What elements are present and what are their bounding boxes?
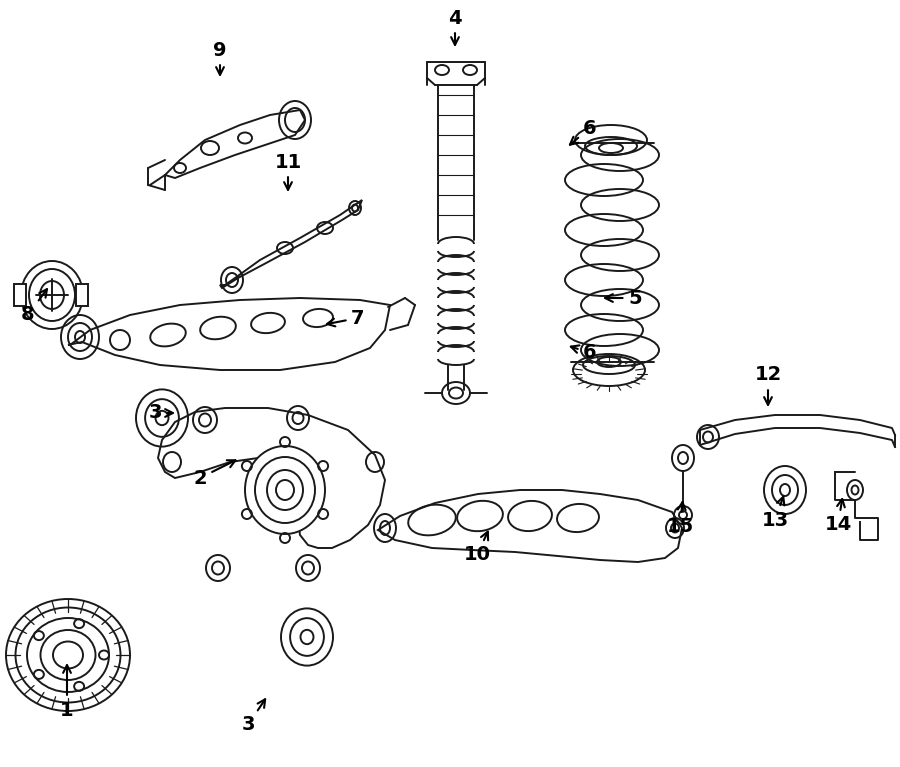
Text: 3: 3 [148,403,173,423]
Bar [14,284,26,306]
Text: 3: 3 [241,700,266,735]
Text: 6: 6 [571,344,597,363]
Text: 6: 6 [570,118,597,145]
Text: 14: 14 [824,499,851,535]
Polygon shape [165,110,305,178]
Text: 15: 15 [666,502,694,536]
Polygon shape [378,490,682,562]
Ellipse shape [245,446,325,534]
Text: 5: 5 [605,288,642,308]
Text: 9: 9 [213,41,227,75]
Text: 4: 4 [448,8,462,45]
Text: 7: 7 [327,308,364,328]
Text: 8: 8 [22,289,47,324]
Text: 12: 12 [754,366,781,405]
Text: 10: 10 [464,532,490,565]
Bar [76,284,88,306]
Polygon shape [220,200,362,288]
Text: 2: 2 [194,460,236,488]
Text: 1: 1 [60,665,74,719]
Polygon shape [68,298,390,370]
Text: 13: 13 [761,497,788,529]
Text: 11: 11 [274,153,302,190]
Polygon shape [158,408,385,548]
